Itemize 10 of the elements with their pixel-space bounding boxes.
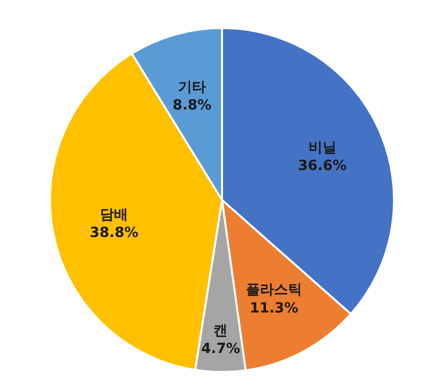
slice-label: 비닐	[308, 140, 336, 156]
data-label: 8.8%	[172, 97, 212, 114]
data-label: 38.8%	[90, 225, 138, 241]
slice-label: 기타	[178, 79, 206, 96]
data-label: 11.3%	[250, 300, 298, 316]
slice-label: 캔	[214, 322, 228, 339]
slice-label: 플라스틱	[246, 282, 302, 298]
slice-label: 담배	[100, 206, 128, 223]
data-label: 4.7%	[201, 340, 240, 357]
data-label: 36.6%	[298, 158, 347, 174]
